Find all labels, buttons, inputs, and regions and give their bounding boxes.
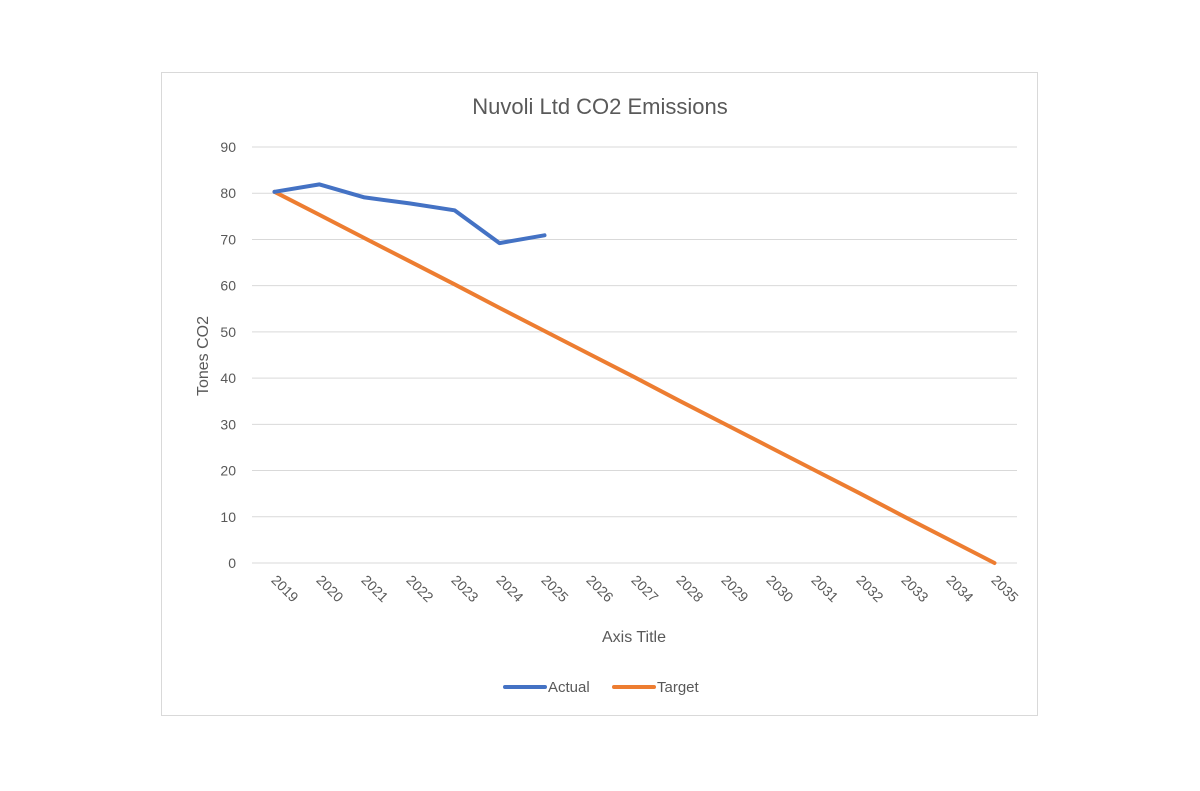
legend: Actual Target [503, 679, 700, 696]
legend-label-target: Target [657, 679, 700, 696]
x-tick-label: 2023 [448, 572, 481, 605]
series-lines [272, 182, 997, 565]
x-axis-ticks: 2019 2020 2021 2022 2023 2024 2025 2026 2027 2028… [268, 572, 1021, 605]
line-chart: Nuvoli Ltd CO2 Emissions 010203040506070… [195, 94, 1022, 696]
y-axis-ticks: 0 10 20 30 40 50 60 70 80 90 [220, 139, 236, 571]
x-tick-label: 2020 [313, 572, 346, 605]
y-tick-label: 10 [220, 509, 236, 525]
x-axis-title: Axis Title [602, 629, 666, 646]
x-tick-label: 2031 [808, 572, 841, 605]
x-tick-label: 2024 [493, 572, 526, 605]
x-tick-label: 2029 [718, 572, 751, 605]
y-tick-label: 30 [220, 416, 236, 432]
x-tick-label: 2030 [763, 572, 796, 605]
gridlines [252, 146, 1017, 564]
y-tick-label: 20 [220, 463, 236, 479]
y-tick-label: 40 [220, 370, 236, 386]
x-tick-label: 2027 [628, 572, 661, 605]
x-tick-label: 2021 [358, 572, 391, 605]
x-tick-label: 2026 [583, 572, 616, 605]
y-axis-title: Tones CO2 [195, 316, 212, 396]
y-tick-label: 70 [220, 231, 236, 247]
y-tick-label: 60 [220, 278, 236, 294]
y-tick-label: 90 [220, 139, 236, 155]
series-line-target [272, 189, 997, 565]
x-tick-label: 2022 [403, 572, 436, 605]
legend-label-actual: Actual [548, 679, 590, 696]
x-tick-label: 2025 [538, 572, 571, 605]
y-tick-label: 0 [228, 555, 236, 571]
x-tick-label: 2034 [943, 572, 976, 605]
x-tick-label: 2033 [898, 572, 931, 605]
y-tick-label: 50 [220, 324, 236, 340]
x-tick-label: 2032 [853, 572, 886, 605]
x-tick-label: 2028 [673, 572, 706, 605]
chart-frame: Nuvoli Ltd CO2 Emissions 0 10 20 30 40 50 60 70… [161, 72, 1038, 716]
x-tick-label: 2019 [268, 572, 301, 605]
series-line-actual [272, 182, 547, 246]
chart-title: Nuvoli Ltd CO2 Emissions [472, 94, 728, 119]
x-tick-label: 2035 [988, 572, 1021, 605]
y-tick-label: 80 [220, 185, 236, 201]
